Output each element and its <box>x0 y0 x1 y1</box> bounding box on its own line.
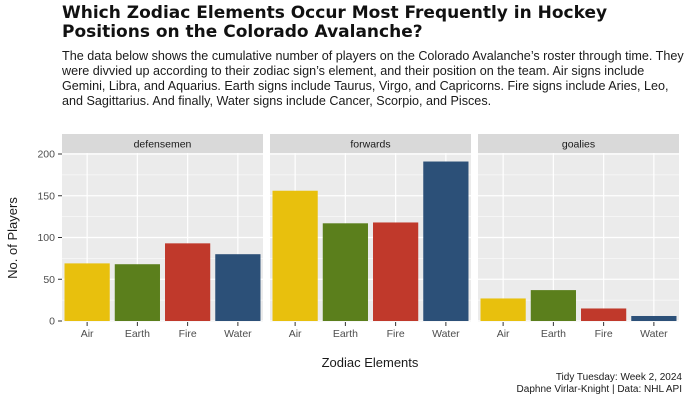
bar-forwards-fire <box>373 222 419 321</box>
facet-defensemen: defensemen Air Earth Fire Water <box>62 134 263 340</box>
x-tick-label: Water <box>640 328 668 340</box>
y-tick-label: 0 <box>49 316 55 328</box>
bar-forwards-air <box>272 190 318 321</box>
bar-defensemen-earth <box>114 264 160 321</box>
caption-line: Daphne Virlar-Knight | Data: NHL API <box>516 384 682 395</box>
facet-panels: defensemen Air Earth Fire Water forwards Air Ea… <box>62 134 679 340</box>
x-tick-label: Air <box>81 328 94 340</box>
x-tick-label: Air <box>497 328 510 340</box>
x-tick-label: Water <box>224 328 252 340</box>
facet-strip <box>478 134 679 153</box>
bar-goalies-water <box>631 315 677 321</box>
bar-defensemen-fire <box>165 243 211 321</box>
y-tick-label: 150 <box>37 190 55 202</box>
x-tick-label: Fire <box>179 328 197 340</box>
facet-goalies: goalies Air Earth Fire Water <box>478 134 679 340</box>
facet-strip-label: forwards <box>350 139 390 151</box>
y-axis: 0 50 100 150 200 <box>37 149 62 328</box>
x-tick-label: Earth <box>125 328 150 340</box>
y-tick-label: 200 <box>37 149 55 161</box>
bar-goalies-earth <box>530 290 576 321</box>
bar-forwards-water <box>423 161 469 321</box>
y-tick-label: 50 <box>43 274 55 286</box>
facet-strip <box>62 134 263 153</box>
chart-subtitle: The data below shows the cumulative numb… <box>62 49 684 108</box>
x-tick-label: Fire <box>595 328 613 340</box>
chart-caption: Tidy Tuesday: Week 2, 2024 Daphne Virlar… <box>517 372 682 396</box>
x-tick-label: Air <box>289 328 302 340</box>
facet-strip-label: defensemen <box>134 139 192 151</box>
bar-goalies-fire <box>581 308 627 321</box>
bar-forwards-earth <box>322 223 368 321</box>
y-tick-label: 100 <box>37 232 55 244</box>
y-axis-title: No. of Players <box>5 197 20 279</box>
x-tick-label: Earth <box>333 328 358 340</box>
x-tick-label: Earth <box>541 328 566 340</box>
facet-strip <box>270 134 471 153</box>
bar-defensemen-water <box>215 254 261 321</box>
chart-title: Which Zodiac Elements Occur Most Frequen… <box>62 3 608 42</box>
x-axis-title: Zodiac Elements <box>322 355 419 370</box>
bar-goalies-air <box>480 298 526 321</box>
x-tick-label: Water <box>432 328 460 340</box>
bar-defensemen-air <box>64 263 110 321</box>
facet-strip-label: goalies <box>562 139 595 151</box>
x-tick-label: Fire <box>387 328 405 340</box>
facet-forwards: forwards Air Earth Fire Water <box>270 134 471 340</box>
caption-line: Tidy Tuesday: Week 2, 2024 <box>555 372 682 383</box>
